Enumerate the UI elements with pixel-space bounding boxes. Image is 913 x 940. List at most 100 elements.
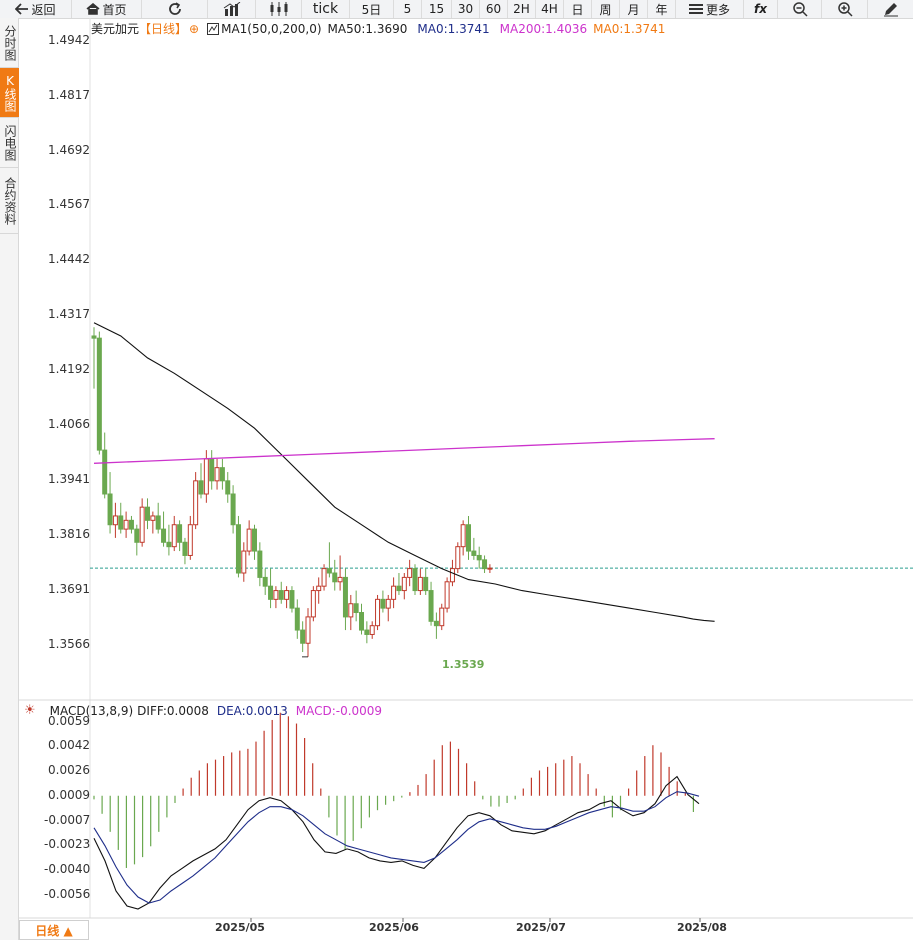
ma0-value-b: MA0:1.3741 bbox=[593, 21, 666, 36]
period-tag: 【日线】 bbox=[139, 22, 188, 36]
price-tick: 1.4317 bbox=[48, 307, 90, 321]
macd-tick: -0.0007 bbox=[44, 813, 91, 827]
candle-body bbox=[91, 335, 97, 339]
candle-body bbox=[369, 625, 375, 635]
period-week-button[interactable]: 周 bbox=[592, 0, 620, 18]
price-tick: 1.4066 bbox=[48, 417, 90, 431]
arrow-back-icon bbox=[15, 3, 29, 15]
candle-body bbox=[482, 559, 488, 570]
tab-flash[interactable]: 闪电图 bbox=[0, 118, 19, 168]
indicator-icon[interactable] bbox=[207, 22, 220, 35]
candle-body bbox=[471, 550, 477, 556]
refresh-icon bbox=[168, 2, 181, 15]
candle-body bbox=[396, 585, 402, 592]
ma200-value: MA200:1.4036 bbox=[499, 21, 588, 36]
candle-body bbox=[145, 506, 150, 521]
candle-body bbox=[134, 528, 140, 543]
tab-kline[interactable]: K线图 bbox=[0, 68, 19, 118]
date-label: 2025/06 bbox=[369, 921, 419, 934]
candle-body bbox=[219, 467, 225, 482]
candle-body bbox=[433, 620, 439, 627]
candle-body bbox=[423, 576, 429, 592]
price-tick: 1.3816 bbox=[48, 527, 90, 541]
draw-button[interactable] bbox=[868, 0, 913, 18]
period-2h-button[interactable]: 2H bbox=[508, 0, 536, 18]
candle-body bbox=[428, 590, 434, 622]
candle-body bbox=[161, 528, 167, 543]
toolbar: 返回 首页 tick 5日 5 15 30 60 2H 4H 日 周 月 年 更… bbox=[0, 0, 913, 19]
macd-tick: -0.0040 bbox=[44, 862, 91, 876]
pencil-icon bbox=[883, 3, 898, 17]
candle-body bbox=[326, 568, 332, 574]
indicator-button[interactable] bbox=[208, 0, 256, 18]
candle-body bbox=[128, 519, 134, 530]
candle-body bbox=[310, 590, 316, 618]
candle-body bbox=[273, 590, 279, 600]
period-5-button[interactable]: 5 bbox=[394, 0, 422, 18]
period-30-button[interactable]: 30 bbox=[452, 0, 480, 18]
candle-style-button[interactable] bbox=[256, 0, 302, 18]
zoom-in-button[interactable] bbox=[822, 0, 868, 18]
zoom-out-button[interactable] bbox=[778, 0, 822, 18]
formula-button[interactable]: fx bbox=[744, 0, 778, 18]
tab-contract-info[interactable]: 合约资料 bbox=[0, 168, 19, 234]
macd-tick: 0.0042 bbox=[48, 738, 90, 752]
candle-body bbox=[476, 554, 482, 561]
candle-body bbox=[300, 629, 306, 644]
period-4h-button[interactable]: 4H bbox=[536, 0, 564, 18]
price-tick: 1.4192 bbox=[48, 362, 90, 376]
macd-tick: -0.0023 bbox=[44, 837, 91, 851]
candle-body bbox=[332, 572, 338, 583]
ma-lines bbox=[93, 322, 715, 622]
ma0-value-a: MA0:1.3741 bbox=[417, 21, 490, 36]
candle-body bbox=[284, 590, 290, 600]
price-tick: 1.4567 bbox=[48, 197, 90, 211]
candle-body bbox=[252, 528, 257, 552]
candle-body bbox=[401, 576, 407, 592]
date-label: 2025/05 bbox=[215, 921, 265, 934]
grid bbox=[19, 18, 913, 922]
period-selector-button[interactable]: 日线 ▲ bbox=[19, 920, 89, 940]
period-month-button[interactable]: 月 bbox=[620, 0, 648, 18]
sidebar: 分时图 K线图 闪电图 合约资料 bbox=[0, 18, 19, 940]
candles bbox=[91, 327, 493, 658]
tick-button[interactable]: tick bbox=[302, 0, 350, 18]
refresh-button[interactable] bbox=[142, 0, 208, 18]
price-tick: 1.4942 bbox=[48, 33, 90, 47]
macd-dea: DEA:0.0013 bbox=[216, 703, 288, 718]
period-year-button[interactable]: 年 bbox=[648, 0, 676, 18]
tab-timeshare[interactable]: 分时图 bbox=[0, 18, 19, 68]
home-label: 首页 bbox=[102, 2, 127, 17]
five-day-button[interactable]: 5日 bbox=[350, 0, 394, 18]
settings-icon[interactable]: ⊕ bbox=[189, 21, 200, 36]
candle-body bbox=[460, 524, 466, 548]
more-button[interactable]: 更多 bbox=[676, 0, 744, 18]
candle-body bbox=[385, 598, 391, 609]
sun-icon[interactable]: ☀ bbox=[24, 703, 36, 718]
home-button[interactable]: 首页 bbox=[72, 0, 142, 18]
period-day-button[interactable]: 日 bbox=[564, 0, 592, 18]
candle-body bbox=[203, 458, 209, 495]
macd-tick: -0.0056 bbox=[44, 887, 91, 901]
candle-body bbox=[305, 616, 311, 644]
candle-body bbox=[294, 607, 300, 631]
candle-body bbox=[102, 449, 108, 495]
candle-body bbox=[466, 524, 471, 552]
low-price-label: 1.3539 bbox=[442, 658, 485, 671]
candle-body bbox=[455, 546, 461, 570]
back-button[interactable]: 返回 bbox=[0, 0, 72, 18]
macd-tick: 0.0059 bbox=[48, 714, 90, 728]
candle-body bbox=[391, 585, 397, 600]
period-15-button[interactable]: 15 bbox=[422, 0, 452, 18]
period-60-button[interactable]: 60 bbox=[480, 0, 508, 18]
menu-icon bbox=[688, 4, 703, 14]
candle-body bbox=[417, 576, 423, 592]
candle-body bbox=[171, 524, 177, 548]
candle-body bbox=[246, 528, 252, 552]
candle-body bbox=[107, 493, 113, 526]
candle-body bbox=[235, 524, 241, 574]
candle-body bbox=[375, 598, 381, 627]
candle-body bbox=[359, 612, 364, 631]
macd-panel bbox=[93, 712, 700, 910]
